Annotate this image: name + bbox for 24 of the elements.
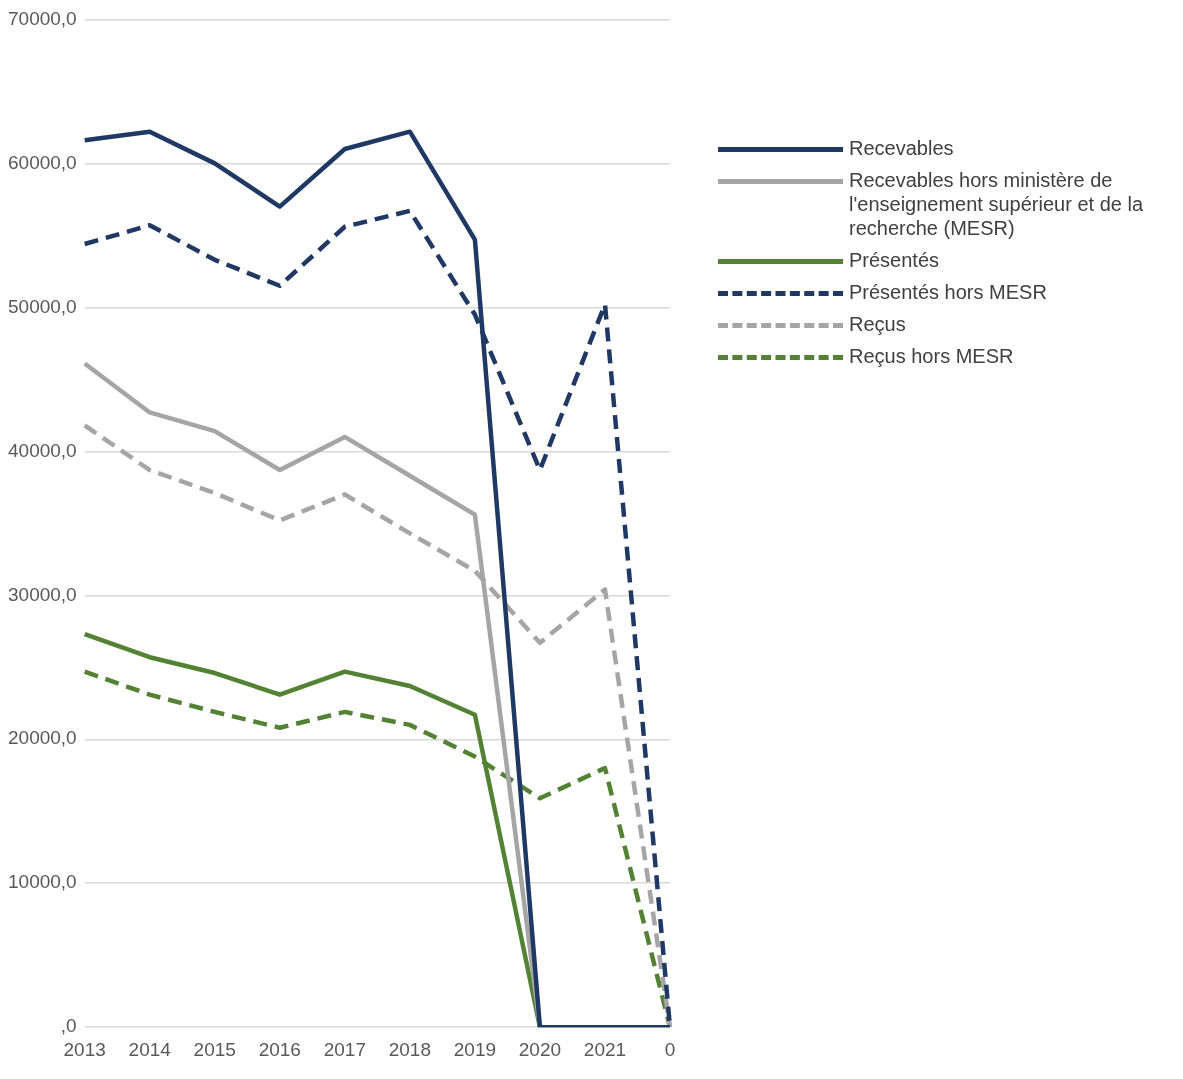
x-tick-label: 2018 <box>388 1038 431 1060</box>
x-tick-label: 2019 <box>453 1038 497 1060</box>
text: Présentés <box>849 248 940 272</box>
y-tick-label: 50000,0 <box>7 295 77 317</box>
text: Reçus <box>849 312 906 336</box>
y-tick-label: 40000,0 <box>7 439 77 461</box>
x-tick-label: 2013 <box>63 1038 106 1060</box>
y-tick-label: 60000,0 <box>7 151 77 173</box>
x-tick-label: 2017 <box>323 1038 366 1060</box>
x-tick-label: 2015 <box>193 1038 236 1060</box>
y-tick-label: 30000,0 <box>7 583 77 605</box>
x-tick-label: 0 <box>664 1038 676 1060</box>
y-tick-label: 70000,0 <box>7 7 77 29</box>
x-tick-label: 2021 <box>583 1038 627 1060</box>
x-tick-label: 2020 <box>518 1038 562 1060</box>
x-tick-label: 2014 <box>128 1038 172 1060</box>
y-tick-label: 10000,0 <box>7 871 77 893</box>
text: Présentés hors MESR <box>849 280 1047 304</box>
text: Recevables <box>849 136 954 160</box>
x-tick-label: 2016 <box>258 1038 301 1060</box>
text: Reçus hors MESR <box>849 344 1014 368</box>
text: Recevables hors ministère de l'enseignement supérieur et de la recherche (MESR) <box>849 168 1144 240</box>
y-tick-label: ,0 <box>60 1015 77 1037</box>
y-tick-label: 20000,0 <box>7 727 77 749</box>
